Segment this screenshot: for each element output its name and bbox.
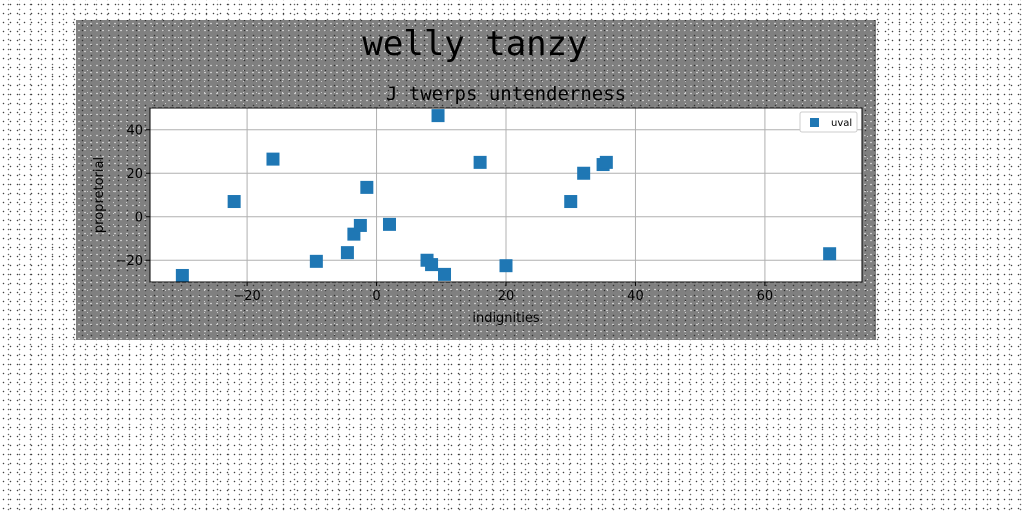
data-markers [175, 109, 837, 282]
y-tick-label: 40 [126, 123, 143, 138]
data-point [340, 246, 354, 260]
data-point [227, 195, 241, 209]
data-point [599, 155, 613, 169]
data-point [438, 267, 452, 281]
legend-label: uval [831, 118, 852, 129]
scatter-chart: welly tanzy J twerps untenderness −20 0 20… [92, 24, 863, 326]
data-point [266, 152, 280, 166]
x-tick-label: 0 [372, 289, 380, 304]
axis-ticks: −20 0 20 40 60 −20 0 20 40 [116, 123, 774, 304]
data-point [175, 268, 189, 282]
data-point [564, 195, 578, 209]
data-point [577, 166, 591, 180]
chart-figure: welly tanzy J twerps untenderness −20 0 20… [76, 20, 876, 340]
legend-marker [810, 118, 819, 127]
data-point [353, 218, 367, 232]
data-point [360, 180, 374, 194]
chart-title: J twerps untenderness [386, 83, 626, 105]
legend: uval [799, 111, 858, 133]
y-tick-label: −20 [116, 254, 143, 269]
data-point [823, 247, 837, 261]
data-point [499, 259, 513, 273]
data-point [382, 217, 396, 231]
plot-frame [149, 107, 863, 283]
x-axis-label: indignities [472, 311, 540, 326]
data-point [425, 258, 439, 272]
x-tick-label: −20 [233, 289, 260, 304]
x-tick-label: 60 [757, 289, 774, 304]
data-point [431, 109, 445, 123]
x-tick-label: 20 [498, 289, 515, 304]
y-tick-label: 0 [135, 210, 143, 225]
figure-suptitle: welly tanzy [362, 24, 587, 64]
x-tick-label: 40 [627, 289, 644, 304]
y-axis-label: propretorial [92, 157, 107, 233]
y-tick-label: 20 [126, 167, 143, 182]
data-point [473, 155, 487, 169]
data-point [309, 254, 323, 268]
